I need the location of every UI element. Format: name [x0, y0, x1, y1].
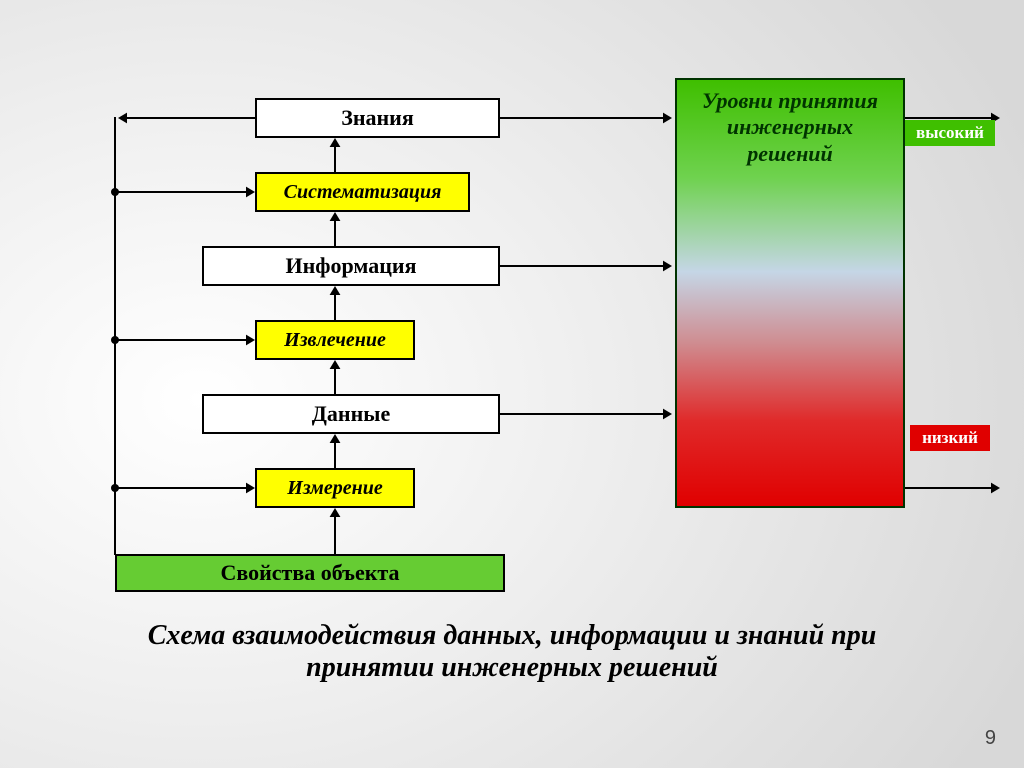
label-extraction: Извлечение — [284, 329, 386, 352]
box-data: Данные — [202, 394, 500, 434]
box-information: Информация — [202, 246, 500, 286]
box-knowledge: Знания — [255, 98, 500, 138]
tag-high: высокий — [905, 120, 995, 146]
diagram-title: Схема взаимодействия данных, информации … — [0, 620, 1024, 684]
label-data: Данные — [312, 401, 390, 426]
box-extraction: Извлечение — [255, 320, 415, 360]
box-properties: Свойства объекта — [115, 554, 505, 592]
label-information: Информация — [285, 253, 416, 278]
label-high: высокий — [916, 123, 984, 143]
levels-title: Уровни принятия инженерных решений — [685, 88, 895, 188]
label-knowledge: Знания — [341, 105, 414, 130]
label-systematize: Систематизация — [284, 181, 442, 204]
box-systematize: Систематизация — [255, 172, 470, 212]
label-low: низкий — [922, 428, 978, 448]
label-measurement: Измерение — [287, 477, 382, 500]
slide-number: 9 — [985, 727, 996, 750]
box-measurement: Измерение — [255, 468, 415, 508]
tag-low: низкий — [910, 425, 990, 451]
label-properties: Свойства объекта — [220, 560, 399, 585]
